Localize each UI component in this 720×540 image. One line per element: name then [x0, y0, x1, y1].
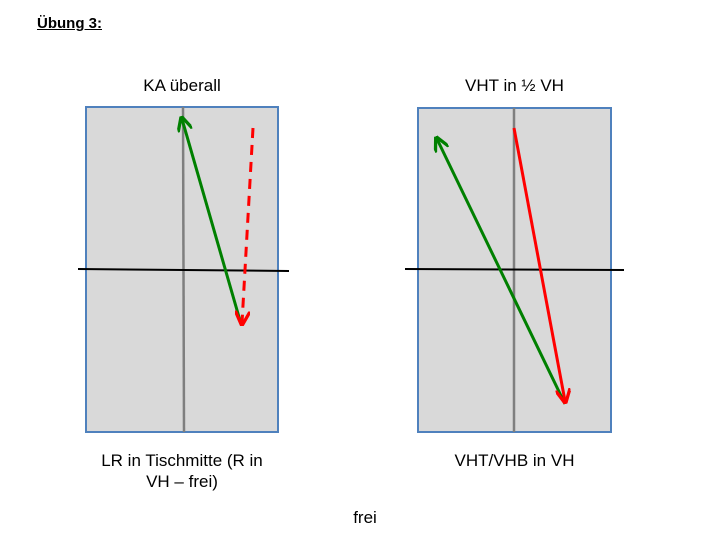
left-table	[77, 106, 290, 433]
right-table	[404, 107, 625, 433]
right-table-net	[404, 268, 625, 271]
right-table-top-label: VHT in ½ VH	[465, 76, 564, 95]
left-red-dashed-arrow	[242, 127, 255, 323]
left-table-net	[77, 268, 290, 272]
left-bottom-label-line-1: LR in Tischmitte (R in	[101, 451, 263, 470]
left-table-bottom-label: LR in Tischmitte (R in VH – frei)	[86, 450, 278, 492]
right-red-arrow	[512, 127, 565, 401]
left-table-top-label: KA überall	[143, 76, 221, 95]
right-green-arrow	[437, 139, 567, 405]
left-bottom-label-line-2: VH – frei)	[146, 472, 218, 491]
left-green-arrow	[182, 119, 243, 325]
right-bottom-label-line-1: VHT/VHB in VH	[454, 451, 575, 470]
footer-label: frei	[353, 508, 377, 527]
exercise-heading: Übung 3:	[37, 15, 102, 32]
right-table-bottom-label: VHT/VHB in VH	[418, 450, 611, 471]
